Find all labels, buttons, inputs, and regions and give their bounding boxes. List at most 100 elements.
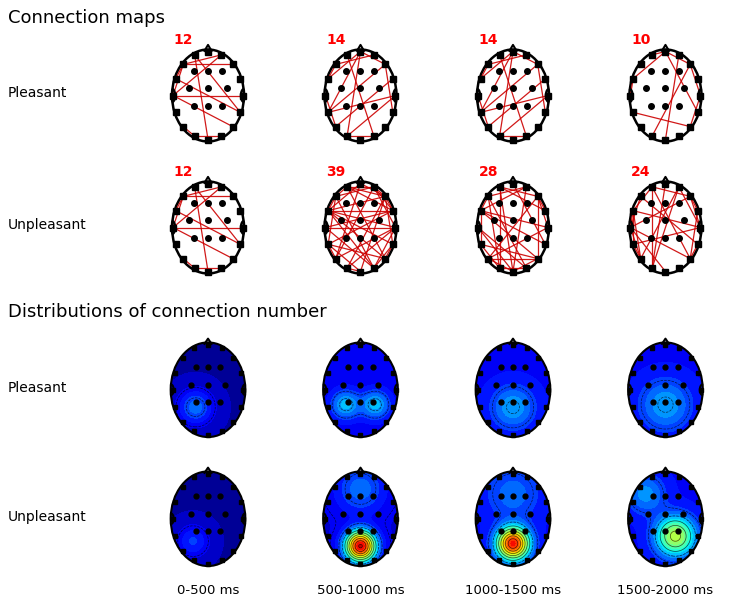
Point: [660, 514, 672, 524]
Point: [507, 514, 519, 524]
Point: [660, 514, 672, 524]
Point: [202, 514, 214, 524]
Point: [202, 514, 214, 524]
Point: [660, 385, 672, 395]
Point: [660, 514, 672, 524]
Point: [202, 514, 214, 524]
Point: [507, 385, 519, 395]
Point: [355, 385, 367, 395]
Point: [507, 514, 519, 524]
Ellipse shape: [628, 472, 703, 566]
Point: [507, 385, 519, 395]
Point: [660, 385, 672, 395]
Point: [202, 385, 214, 395]
Point: [507, 514, 519, 524]
Point: [507, 514, 519, 524]
Point: [355, 514, 367, 524]
Point: [660, 514, 672, 524]
Point: [355, 514, 367, 524]
Point: [660, 385, 672, 395]
Point: [202, 385, 214, 395]
Ellipse shape: [323, 472, 398, 566]
Text: 1500-2000 ms: 1500-2000 ms: [617, 584, 714, 597]
Point: [355, 385, 367, 395]
Point: [355, 514, 367, 524]
Point: [355, 385, 367, 395]
Point: [355, 385, 367, 395]
Point: [660, 514, 672, 524]
Text: 12: 12: [174, 33, 194, 47]
Point: [507, 514, 519, 524]
Point: [202, 514, 214, 524]
Point: [507, 514, 519, 524]
Text: 500-1000 ms: 500-1000 ms: [317, 584, 404, 597]
Point: [660, 385, 672, 395]
Point: [355, 514, 367, 524]
Point: [202, 385, 214, 395]
Point: [202, 514, 214, 524]
Point: [507, 385, 519, 395]
Point: [355, 385, 367, 395]
Point: [660, 385, 672, 395]
Point: [202, 385, 214, 395]
Point: [660, 514, 672, 524]
Point: [355, 514, 367, 524]
Point: [202, 514, 214, 524]
Point: [202, 385, 214, 395]
Point: [202, 385, 214, 395]
Point: [355, 514, 367, 524]
Point: [507, 385, 519, 395]
Point: [507, 514, 519, 524]
Point: [355, 514, 367, 524]
Point: [660, 514, 672, 524]
Point: [202, 514, 214, 524]
Point: [202, 514, 214, 524]
Point: [355, 385, 367, 395]
Point: [660, 385, 672, 395]
Point: [202, 514, 214, 524]
Point: [507, 385, 519, 395]
Point: [355, 385, 367, 395]
Ellipse shape: [628, 343, 703, 437]
Text: 1000-1500 ms: 1000-1500 ms: [465, 584, 561, 597]
Text: 39: 39: [326, 165, 346, 179]
Point: [202, 385, 214, 395]
Point: [355, 514, 367, 524]
Point: [507, 385, 519, 395]
Point: [355, 385, 367, 395]
Point: [202, 385, 214, 395]
Point: [507, 514, 519, 524]
Point: [660, 385, 672, 395]
Text: Unpleasant: Unpleasant: [8, 511, 87, 524]
Point: [355, 385, 367, 395]
Point: [355, 514, 367, 524]
Point: [202, 385, 214, 395]
Point: [507, 385, 519, 395]
Point: [660, 514, 672, 524]
Ellipse shape: [171, 343, 245, 437]
Point: [202, 514, 214, 524]
Ellipse shape: [172, 181, 244, 274]
Point: [660, 385, 672, 395]
Point: [660, 385, 672, 395]
Point: [202, 385, 214, 395]
Point: [355, 514, 367, 524]
Point: [507, 385, 519, 395]
Point: [660, 514, 672, 524]
Point: [660, 385, 672, 395]
Point: [507, 514, 519, 524]
Point: [660, 385, 672, 395]
Point: [507, 514, 519, 524]
Point: [355, 385, 367, 395]
Point: [202, 385, 214, 395]
Point: [202, 385, 214, 395]
Point: [355, 385, 367, 395]
Point: [355, 385, 367, 395]
Point: [355, 385, 367, 395]
Point: [507, 514, 519, 524]
Point: [355, 514, 367, 524]
Ellipse shape: [476, 343, 550, 437]
Point: [660, 385, 672, 395]
Point: [507, 514, 519, 524]
Point: [355, 385, 367, 395]
